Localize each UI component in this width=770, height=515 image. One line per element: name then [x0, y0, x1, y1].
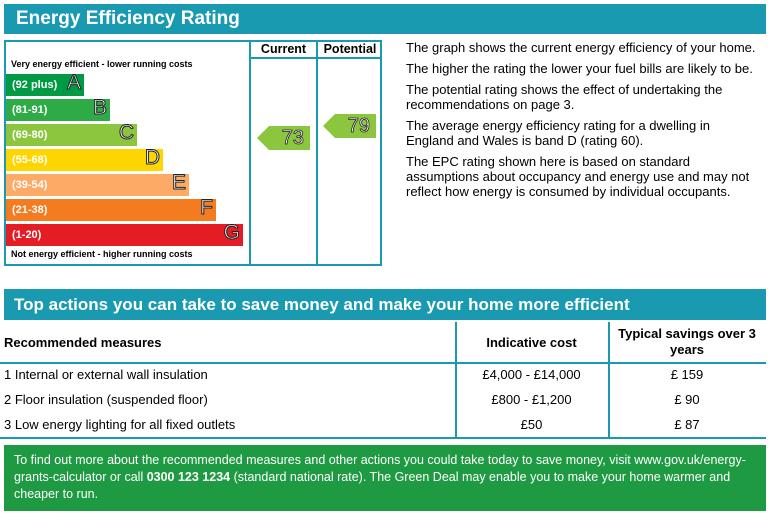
band-letter: B	[92, 96, 107, 119]
savings-cell: £ 159	[670, 367, 704, 382]
recommendations-table: Recommended measures Indicative cost Typ…	[0, 322, 766, 437]
current-column-divider	[249, 40, 251, 266]
rating-band-a: (92 plus) A	[6, 71, 84, 96]
table-bottom-border	[0, 437, 766, 439]
cost-header: Indicative cost	[486, 334, 577, 350]
band-range: (81-91)	[12, 104, 48, 116]
actions-title: Top actions you can take to save money a…	[4, 289, 766, 320]
rating-band-f: (21-38) F	[6, 196, 216, 221]
potential-column-header: Potential	[323, 42, 377, 56]
table-column-divider	[455, 322, 457, 437]
measure-cell: 3 Low energy lighting for all fixed outl…	[4, 417, 236, 432]
table-row: 2 Floor insulation (suspended floor) £80…	[0, 387, 766, 412]
rating-chart-frame	[4, 40, 382, 266]
description-paragraph: The average energy efficiency rating for…	[406, 118, 710, 148]
description-paragraph: The potential rating shows the effect of…	[406, 82, 723, 112]
description-paragraph: The graph shows the current energy effic…	[406, 40, 756, 55]
potential-rating-arrow: 79	[323, 114, 376, 138]
top-caption: Very energy efficient - lower running co…	[11, 59, 193, 69]
band-letter: F	[200, 196, 214, 219]
current-rating-arrow: 73	[257, 126, 310, 150]
rating-band-e: (39-54) E	[6, 171, 189, 196]
page-title: Energy Efficiency Rating	[4, 4, 766, 34]
band-letter: E	[171, 171, 186, 194]
band-range: (39-54)	[12, 179, 48, 191]
band-letter: C	[118, 121, 134, 144]
savings-cell: £ 87	[674, 417, 700, 432]
savings-cell: £ 90	[674, 392, 700, 407]
column-header-line	[249, 57, 382, 59]
band-range: (21-38)	[12, 204, 48, 216]
band-range: (55-68)	[12, 154, 48, 166]
description-paragraph: The EPC rating shown here is based on st…	[406, 154, 750, 199]
table-header-row: Recommended measures Indicative cost Typ…	[0, 322, 766, 362]
rating-band-c: (69-80) C	[6, 121, 137, 146]
savings-header: Typical savings over 3 years	[618, 326, 756, 357]
band-range: (1-20)	[12, 229, 42, 241]
potential-column-divider	[316, 40, 318, 266]
band-letter: G	[223, 221, 240, 244]
measures-header: Recommended measures	[4, 334, 162, 350]
rating-description: The graph shows the current energy effic…	[406, 40, 758, 205]
rating-band-b: (81-91) B	[6, 96, 110, 121]
footer-phone: 0300 123 1234	[146, 470, 231, 484]
footer-text: (standard national rate). The Green Deal…	[14, 470, 731, 501]
rating-band-d: (55-68) D	[6, 146, 163, 171]
description-paragraph: The higher the rating the lower your fue…	[406, 61, 753, 76]
rating-band-g: (1-20) G	[6, 221, 243, 246]
footer-text: To find out more about the recommended m…	[14, 453, 746, 484]
table-header-separator	[0, 362, 766, 364]
bottom-caption: Not energy efficient - higher running co…	[11, 249, 193, 259]
measure-cell: 2 Floor insulation (suspended floor)	[4, 392, 208, 407]
band-letter: D	[144, 146, 160, 169]
current-column-header: Current	[260, 42, 307, 56]
cost-cell: £50	[520, 417, 543, 432]
table-row: 1 Internal or external wall insulation £…	[0, 362, 766, 387]
band-range: (92 plus)	[12, 79, 58, 91]
cost-cell: £800 - £1,200	[491, 392, 572, 407]
table-column-divider	[608, 322, 610, 437]
footer-info: To find out more about the recommended m…	[4, 445, 766, 511]
table-row: 3 Low energy lighting for all fixed outl…	[0, 412, 766, 437]
band-range: (69-80)	[12, 129, 48, 141]
band-letter: A	[66, 71, 81, 94]
cost-cell: £4,000 - £14,000	[482, 367, 581, 382]
measure-cell: 1 Internal or external wall insulation	[4, 367, 208, 382]
